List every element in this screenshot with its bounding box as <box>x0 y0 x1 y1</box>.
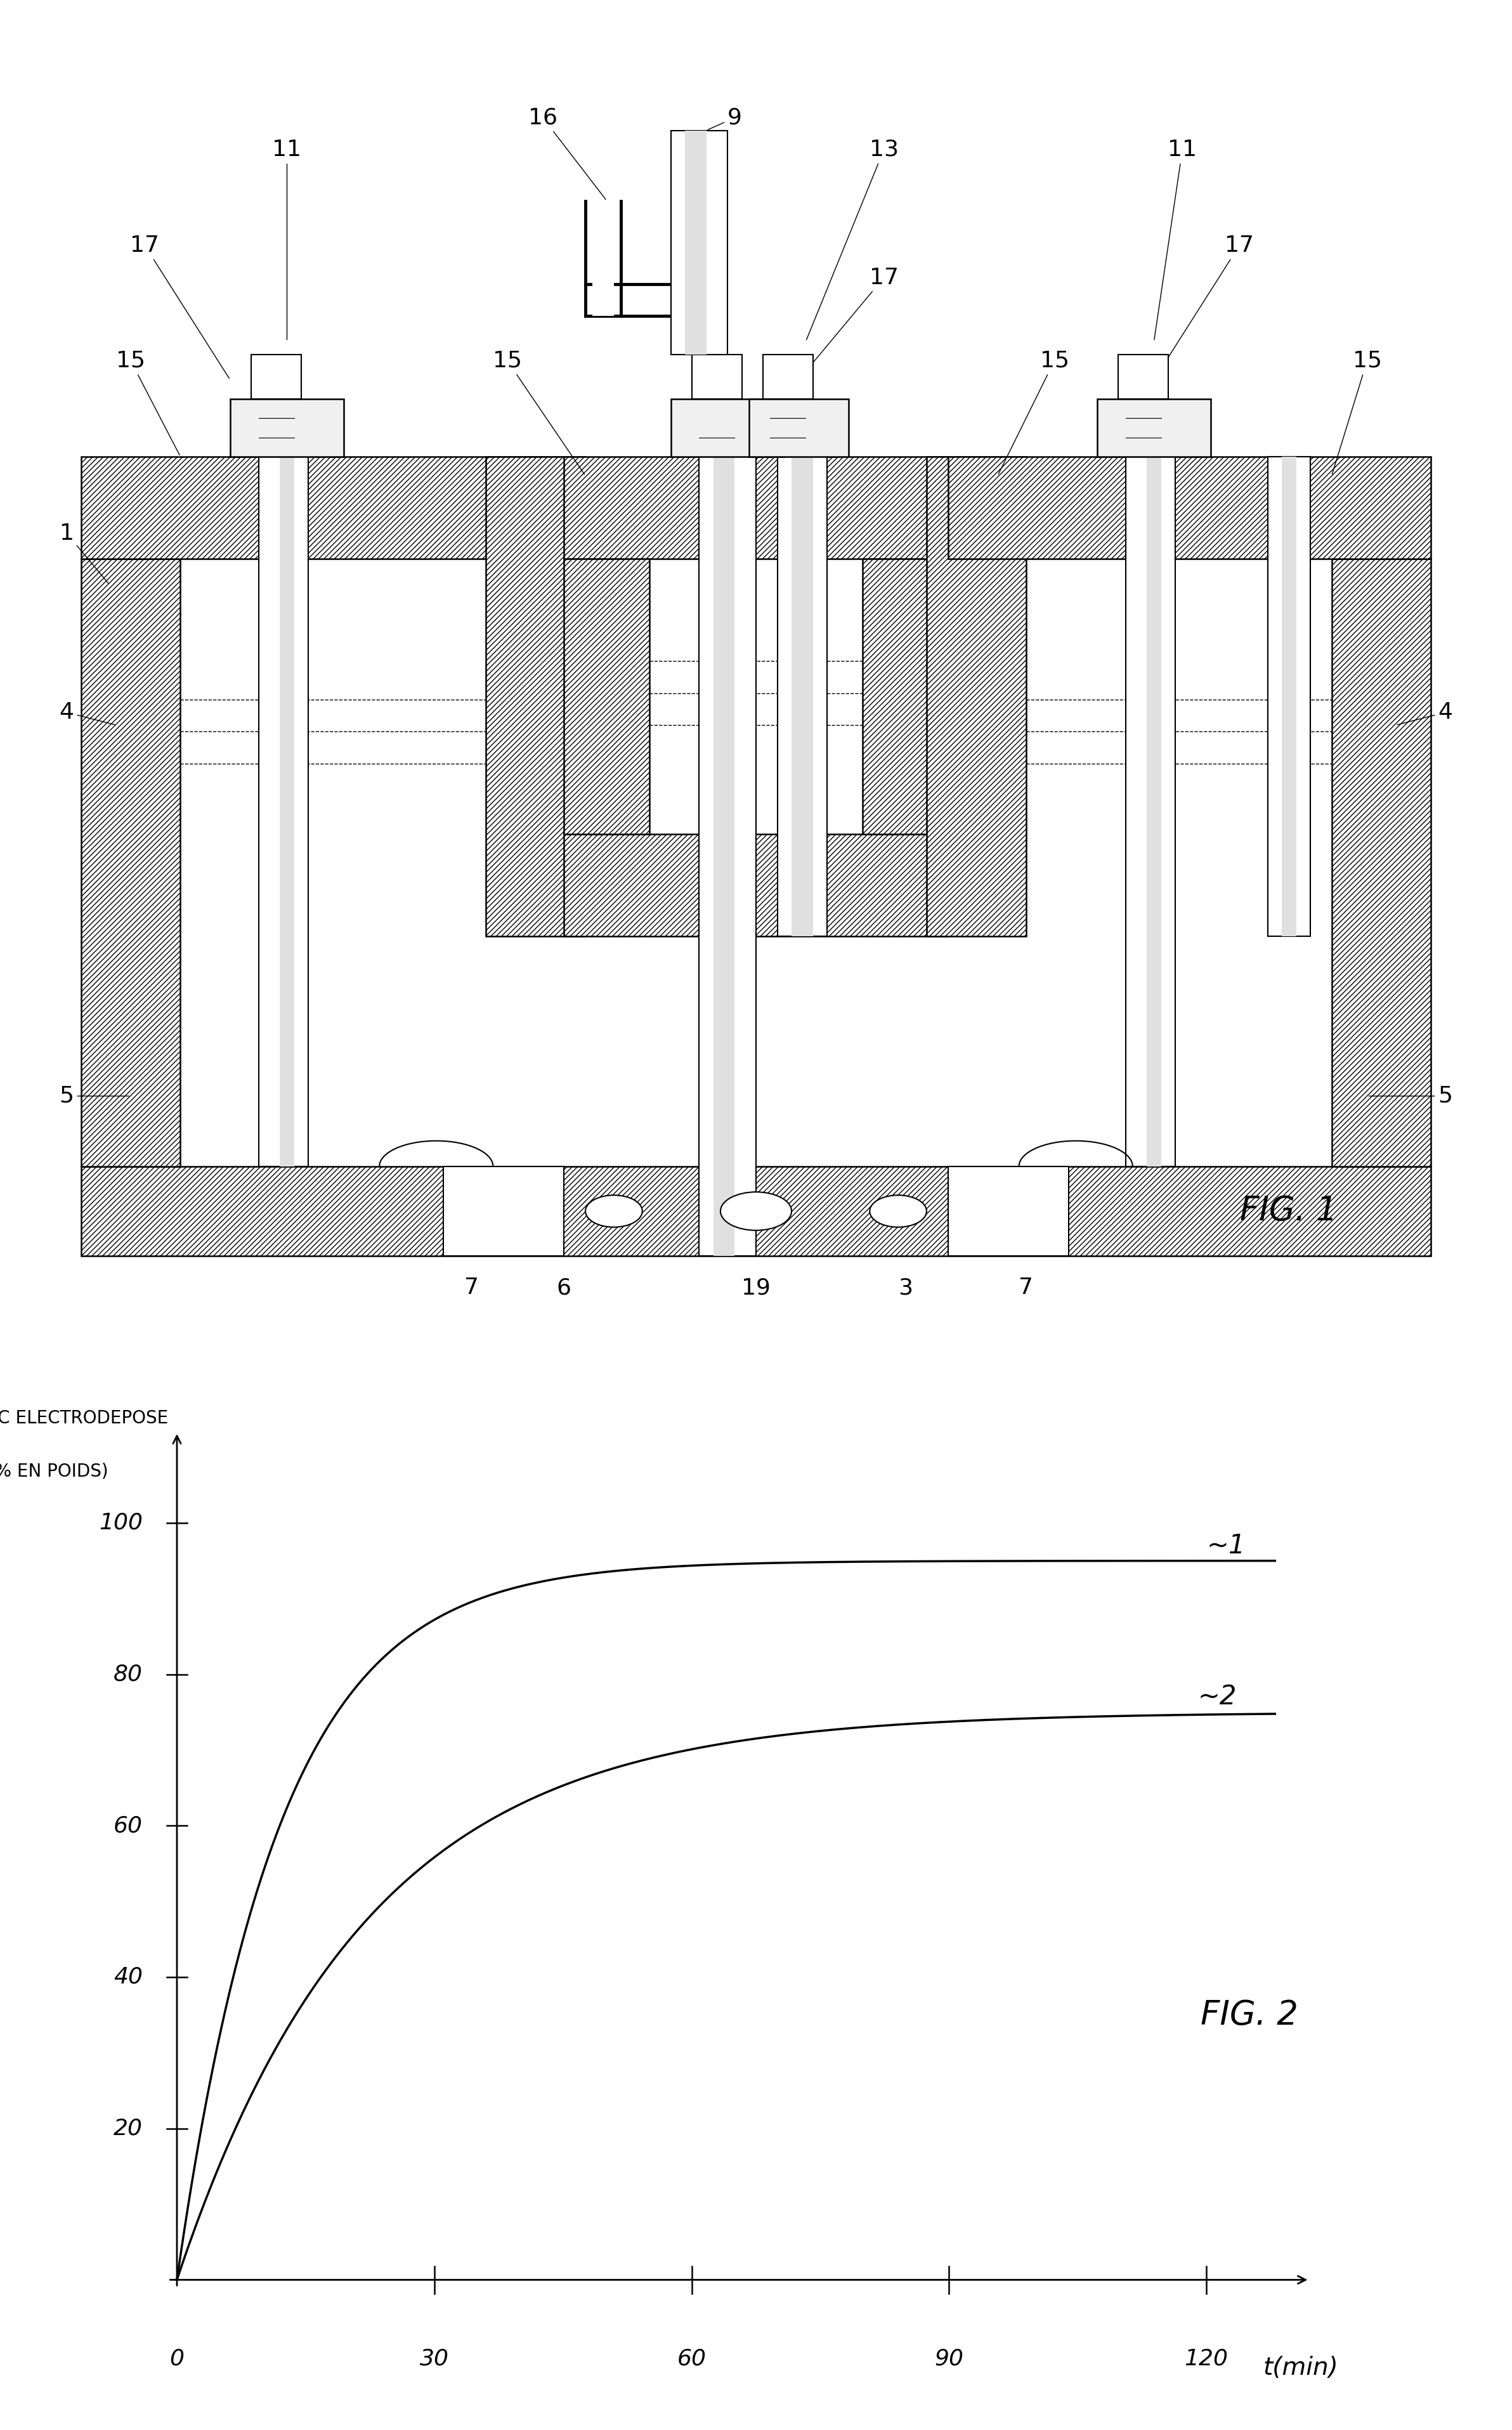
Bar <box>1119 355 1169 399</box>
Text: 5: 5 <box>59 1086 129 1106</box>
Text: 3: 3 <box>898 1278 913 1298</box>
Ellipse shape <box>869 1196 927 1227</box>
Bar <box>714 457 735 1256</box>
Bar <box>564 457 948 559</box>
Text: 11: 11 <box>1154 139 1198 340</box>
Bar <box>948 457 1430 559</box>
Bar <box>564 833 948 936</box>
Bar <box>593 202 614 316</box>
Text: 15: 15 <box>1332 350 1382 474</box>
Bar <box>1282 457 1296 936</box>
Text: 100: 100 <box>98 1511 142 1533</box>
Bar <box>1125 457 1175 1166</box>
Text: (% EN POIDS): (% EN POIDS) <box>0 1463 109 1480</box>
Bar <box>671 399 785 457</box>
Bar <box>692 355 742 399</box>
Text: 15: 15 <box>116 350 180 454</box>
Text: 9: 9 <box>708 107 742 129</box>
Text: 1: 1 <box>59 522 109 583</box>
Text: 15: 15 <box>998 350 1069 474</box>
Text: 17: 17 <box>1155 236 1253 379</box>
Bar <box>443 1166 564 1256</box>
Text: 17: 17 <box>800 267 898 379</box>
Bar <box>230 399 343 457</box>
Text: 7: 7 <box>464 1278 479 1298</box>
Bar <box>564 559 650 833</box>
Bar <box>1098 399 1211 457</box>
Text: 40: 40 <box>113 1966 142 1988</box>
Bar <box>593 296 614 316</box>
Text: 6: 6 <box>556 1278 572 1298</box>
Bar <box>927 457 1027 936</box>
Bar <box>82 559 180 1166</box>
Text: 13: 13 <box>806 139 898 340</box>
Text: 19: 19 <box>741 1278 771 1298</box>
Text: 80: 80 <box>113 1665 142 1684</box>
Bar <box>685 131 706 355</box>
Text: TC ELECTRODEPOSE: TC ELECTRODEPOSE <box>0 1409 168 1426</box>
Text: FIG. 1: FIG. 1 <box>1240 1196 1338 1227</box>
Text: 60: 60 <box>113 1815 142 1837</box>
Bar <box>485 457 585 936</box>
Bar <box>948 1166 1069 1256</box>
Text: 11: 11 <box>272 139 301 340</box>
Bar <box>1332 559 1430 1166</box>
Bar <box>862 559 948 833</box>
Text: 7: 7 <box>1019 1278 1033 1298</box>
Text: 5: 5 <box>1368 1086 1453 1106</box>
Bar <box>699 457 756 1256</box>
Text: 90: 90 <box>934 2347 963 2369</box>
Text: 4: 4 <box>59 702 115 724</box>
Text: 20: 20 <box>113 2117 142 2138</box>
Bar <box>82 457 564 559</box>
Bar <box>777 457 827 936</box>
Text: 17: 17 <box>130 236 230 379</box>
Text: 0: 0 <box>169 2347 184 2369</box>
Text: 16: 16 <box>528 107 606 199</box>
Bar <box>671 131 727 355</box>
Text: 60: 60 <box>677 2347 706 2369</box>
Bar <box>748 399 848 457</box>
Ellipse shape <box>721 1193 792 1230</box>
Bar <box>259 457 308 1166</box>
Bar <box>251 355 301 399</box>
Bar <box>1148 457 1161 1166</box>
Text: t(min): t(min) <box>1263 2355 1338 2379</box>
Text: FIG. 2: FIG. 2 <box>1201 1997 1297 2031</box>
Ellipse shape <box>585 1196 643 1227</box>
Bar <box>280 457 293 1166</box>
Text: 120: 120 <box>1184 2347 1228 2369</box>
Bar <box>792 457 813 936</box>
Text: 15: 15 <box>493 350 585 474</box>
Text: ~1: ~1 <box>1207 1533 1246 1560</box>
Text: 30: 30 <box>420 2347 449 2369</box>
Bar <box>82 1166 1430 1256</box>
Text: 4: 4 <box>1397 702 1453 724</box>
Bar <box>764 355 813 399</box>
Bar <box>1267 457 1311 936</box>
Text: ~2: ~2 <box>1198 1684 1237 1711</box>
